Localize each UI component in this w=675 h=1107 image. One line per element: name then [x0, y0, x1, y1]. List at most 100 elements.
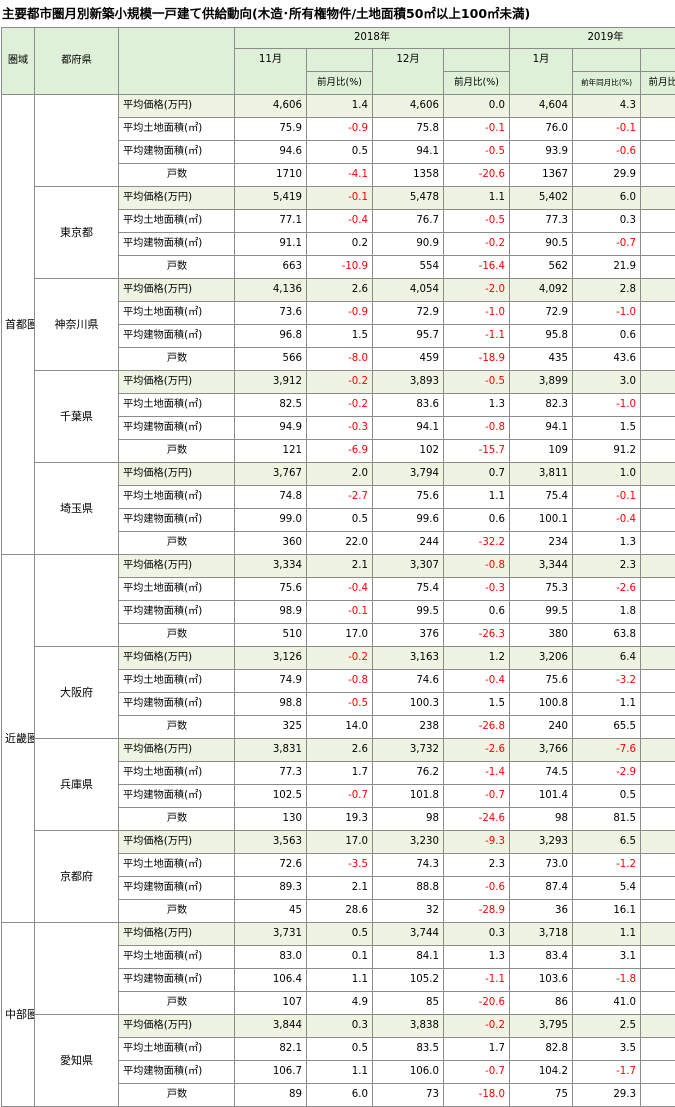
value-cell: 3,334	[234, 554, 307, 578]
value-cell: 74.5	[509, 761, 573, 785]
value-cell: 510	[234, 623, 307, 647]
value-cell: 73	[372, 1083, 444, 1107]
value-cell: 107	[234, 991, 307, 1015]
value-cell: 73.6	[234, 301, 307, 325]
value-cell: 82.5	[234, 393, 307, 417]
value-cell: 105.2	[372, 968, 444, 992]
value-cell: -5.2	[640, 347, 675, 371]
value-cell: -1.6	[640, 876, 675, 900]
metric-label: 平均土地面積(㎡)	[118, 485, 235, 509]
value-cell: 3,307	[372, 554, 444, 578]
value-cell: 22.0	[306, 531, 373, 555]
value-cell: 1.7	[443, 1037, 510, 1061]
pref-cell: 千葉県	[34, 370, 119, 463]
value-cell: 1.3	[572, 531, 641, 555]
value-cell: 6.0	[572, 186, 641, 210]
metric-label: 平均価格(万円)	[118, 738, 235, 762]
value-cell: 75.6	[234, 577, 307, 601]
metric-label: 平均土地面積(㎡)	[118, 301, 235, 325]
value-cell: 0.1	[640, 324, 675, 348]
value-cell: 663	[234, 255, 307, 279]
value-cell: 100.3	[372, 692, 444, 716]
value-cell: 3,844	[234, 1014, 307, 1038]
metric-label: 平均建物面積(㎡)	[118, 508, 235, 532]
value-cell: 1.5	[443, 692, 510, 716]
value-cell: -0.5	[443, 209, 510, 233]
value-cell: 99.5	[509, 600, 573, 624]
metric-label: 平均土地面積(㎡)	[118, 669, 235, 693]
value-cell: 6.4	[572, 646, 641, 670]
value-cell: 3,899	[509, 370, 573, 394]
value-cell: 98.9	[234, 600, 307, 624]
table-row: 平均土地面積(㎡)74.8-2.775.61.175.4-0.1-0.3	[2, 485, 675, 509]
area-cell: 首都圏	[1, 94, 35, 555]
value-cell: 6.9	[640, 439, 675, 463]
table-row: 平均土地面積(㎡)72.6-3.574.32.373.0-1.2-1.7	[2, 853, 675, 877]
value-cell: 0.6	[443, 508, 510, 532]
value-cell: 99.5	[372, 600, 444, 624]
metric-label: 平均土地面積(㎡)	[118, 209, 235, 233]
value-cell: 3,838	[372, 1014, 444, 1038]
value-cell: -2.7	[306, 485, 373, 509]
value-cell: 121	[234, 439, 307, 463]
metric-label: 平均土地面積(㎡)	[118, 945, 235, 969]
value-cell: 2.8	[572, 278, 641, 302]
value-cell: 75.4	[509, 485, 573, 509]
value-cell: 76.0	[509, 117, 573, 141]
value-cell: 102	[372, 439, 444, 463]
value-cell: 1.2	[640, 991, 675, 1015]
value-cell: 75.4	[372, 577, 444, 601]
value-cell: 2.1	[306, 554, 373, 578]
header-area: 圏域	[1, 27, 35, 95]
value-cell: 2.3	[572, 554, 641, 578]
value-cell: 1.3	[443, 945, 510, 969]
value-cell: 3.1	[572, 945, 641, 969]
value-cell: -1.0	[572, 301, 641, 325]
pref-cell: 大阪府	[34, 646, 119, 739]
metric-label: 平均土地面積(㎡)	[118, 761, 235, 785]
value-cell: 74.8	[234, 485, 307, 509]
value-cell: 1.3	[443, 393, 510, 417]
pref-cell	[34, 922, 119, 1015]
header-mom-nov: 前月比(%)	[306, 71, 373, 95]
value-cell: -4.1	[640, 531, 675, 555]
value-cell: 100.1	[509, 508, 573, 532]
value-cell: 1367	[509, 163, 573, 187]
value-cell: 1.4	[306, 94, 373, 118]
value-cell: 1.1	[443, 186, 510, 210]
table-row: 平均土地面積(㎡)83.00.184.11.383.43.1-0.8	[2, 945, 675, 969]
metric-label: 平均土地面積(㎡)	[118, 393, 235, 417]
header-jan: 1月	[509, 48, 573, 72]
value-cell: 0.6	[572, 324, 641, 348]
value-cell: -0.6	[572, 140, 641, 164]
value-cell: 0.0	[640, 416, 675, 440]
value-cell: 1.7	[306, 761, 373, 785]
metric-label: 平均価格(万円)	[118, 370, 235, 394]
value-cell: 3,912	[234, 370, 307, 394]
header-pref: 都府県	[34, 27, 119, 95]
value-cell: 3.0	[572, 370, 641, 394]
value-cell: 90.5	[509, 232, 573, 256]
value-cell: -0.2	[306, 393, 373, 417]
value-cell: -1.7	[640, 1060, 675, 1084]
value-cell: 3,206	[509, 646, 573, 670]
value-cell: 0.7	[443, 462, 510, 486]
metric-label: 戸数	[118, 255, 235, 279]
value-cell: 0.0	[640, 807, 675, 831]
metric-label: 平均価格(万円)	[118, 922, 235, 946]
value-cell: 1.1	[572, 922, 641, 946]
metric-label: 平均建物面積(㎡)	[118, 1060, 235, 1084]
value-cell: 4.9	[306, 991, 373, 1015]
value-cell: -0.4	[306, 209, 373, 233]
table-row: 平均土地面積(㎡)75.9-0.975.8-0.176.0-0.10.3	[2, 117, 675, 141]
value-cell: 17.0	[306, 830, 373, 854]
value-cell: -0.4	[640, 232, 675, 256]
value-cell: 109	[509, 439, 573, 463]
value-cell: 93.9	[509, 140, 573, 164]
value-cell: -0.3	[306, 416, 373, 440]
value-cell: 90.9	[372, 232, 444, 256]
